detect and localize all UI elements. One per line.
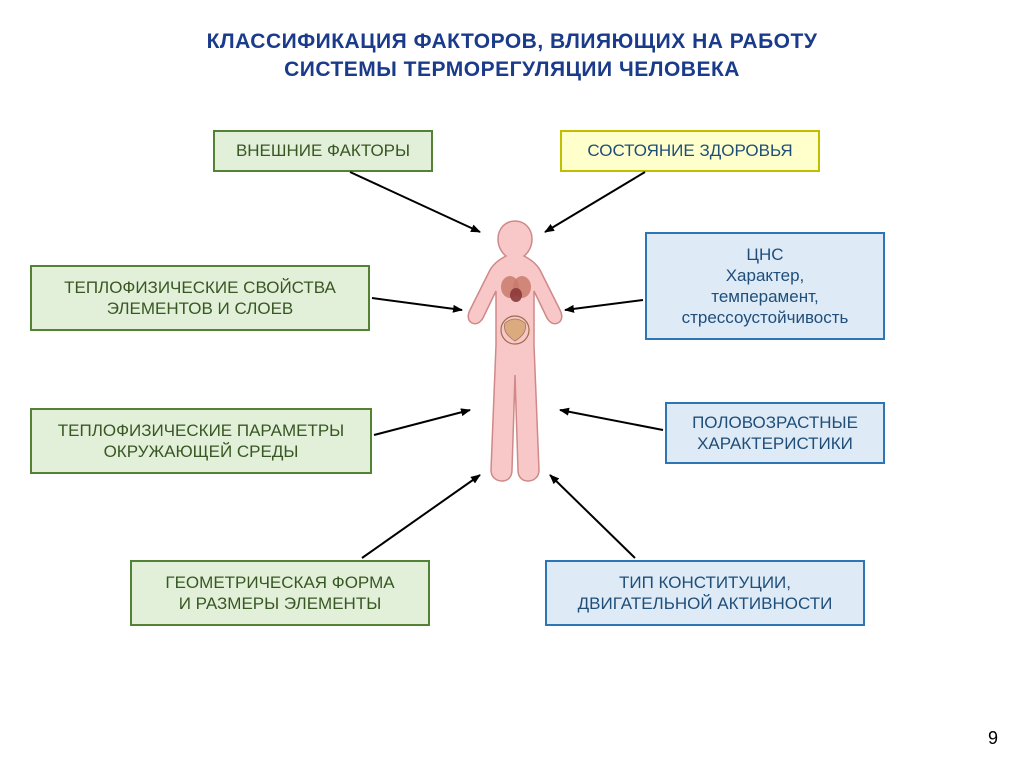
factor-box-constitution: ТИП КОНСТИТУЦИИ, ДВИГАТЕЛЬНОЙ АКТИВНОСТИ (545, 560, 865, 626)
factor-box-cns: ЦНС Характер, темперамент, стрессоустойч… (645, 232, 885, 340)
human-figure (450, 215, 580, 485)
diagram-title: КЛАССИФИКАЦИЯ ФАКТОРОВ, ВЛИЯЮЩИХ НА РАБО… (0, 28, 1024, 85)
title-line2: СИСТЕМЫ ТЕРМОРЕГУЛЯЦИИ ЧЕЛОВЕКА (284, 58, 740, 81)
arrow-7 (550, 475, 635, 558)
factor-box-age_sex: ПОЛОВОЗРАСТНЫЕ ХАРАКТЕРИСТИКИ (665, 402, 885, 464)
factor-box-thermo_params: ТЕПЛОФИЗИЧЕСКИЕ ПАРАМЕТРЫ ОКРУЖАЮЩЕЙ СРЕ… (30, 408, 372, 474)
factor-box-geometry: ГЕОМЕТРИЧЕСКАЯ ФОРМА И РАЗМЕРЫ ЭЛЕМЕНТЫ (130, 560, 430, 626)
factor-box-health: СОСТОЯНИЕ ЗДОРОВЬЯ (560, 130, 820, 172)
arrow-6 (362, 475, 480, 558)
arrow-2 (372, 298, 462, 310)
title-line1: КЛАССИФИКАЦИЯ ФАКТОРОВ, ВЛИЯЮЩИХ НА РАБО… (207, 30, 818, 53)
factor-box-external: ВНЕШНИЕ ФАКТОРЫ (213, 130, 433, 172)
page-number: 9 (988, 728, 998, 749)
factor-box-thermo_props: ТЕПЛОФИЗИЧЕСКИЕ СВОЙСТВА ЭЛЕМЕНТОВ И СЛО… (30, 265, 370, 331)
